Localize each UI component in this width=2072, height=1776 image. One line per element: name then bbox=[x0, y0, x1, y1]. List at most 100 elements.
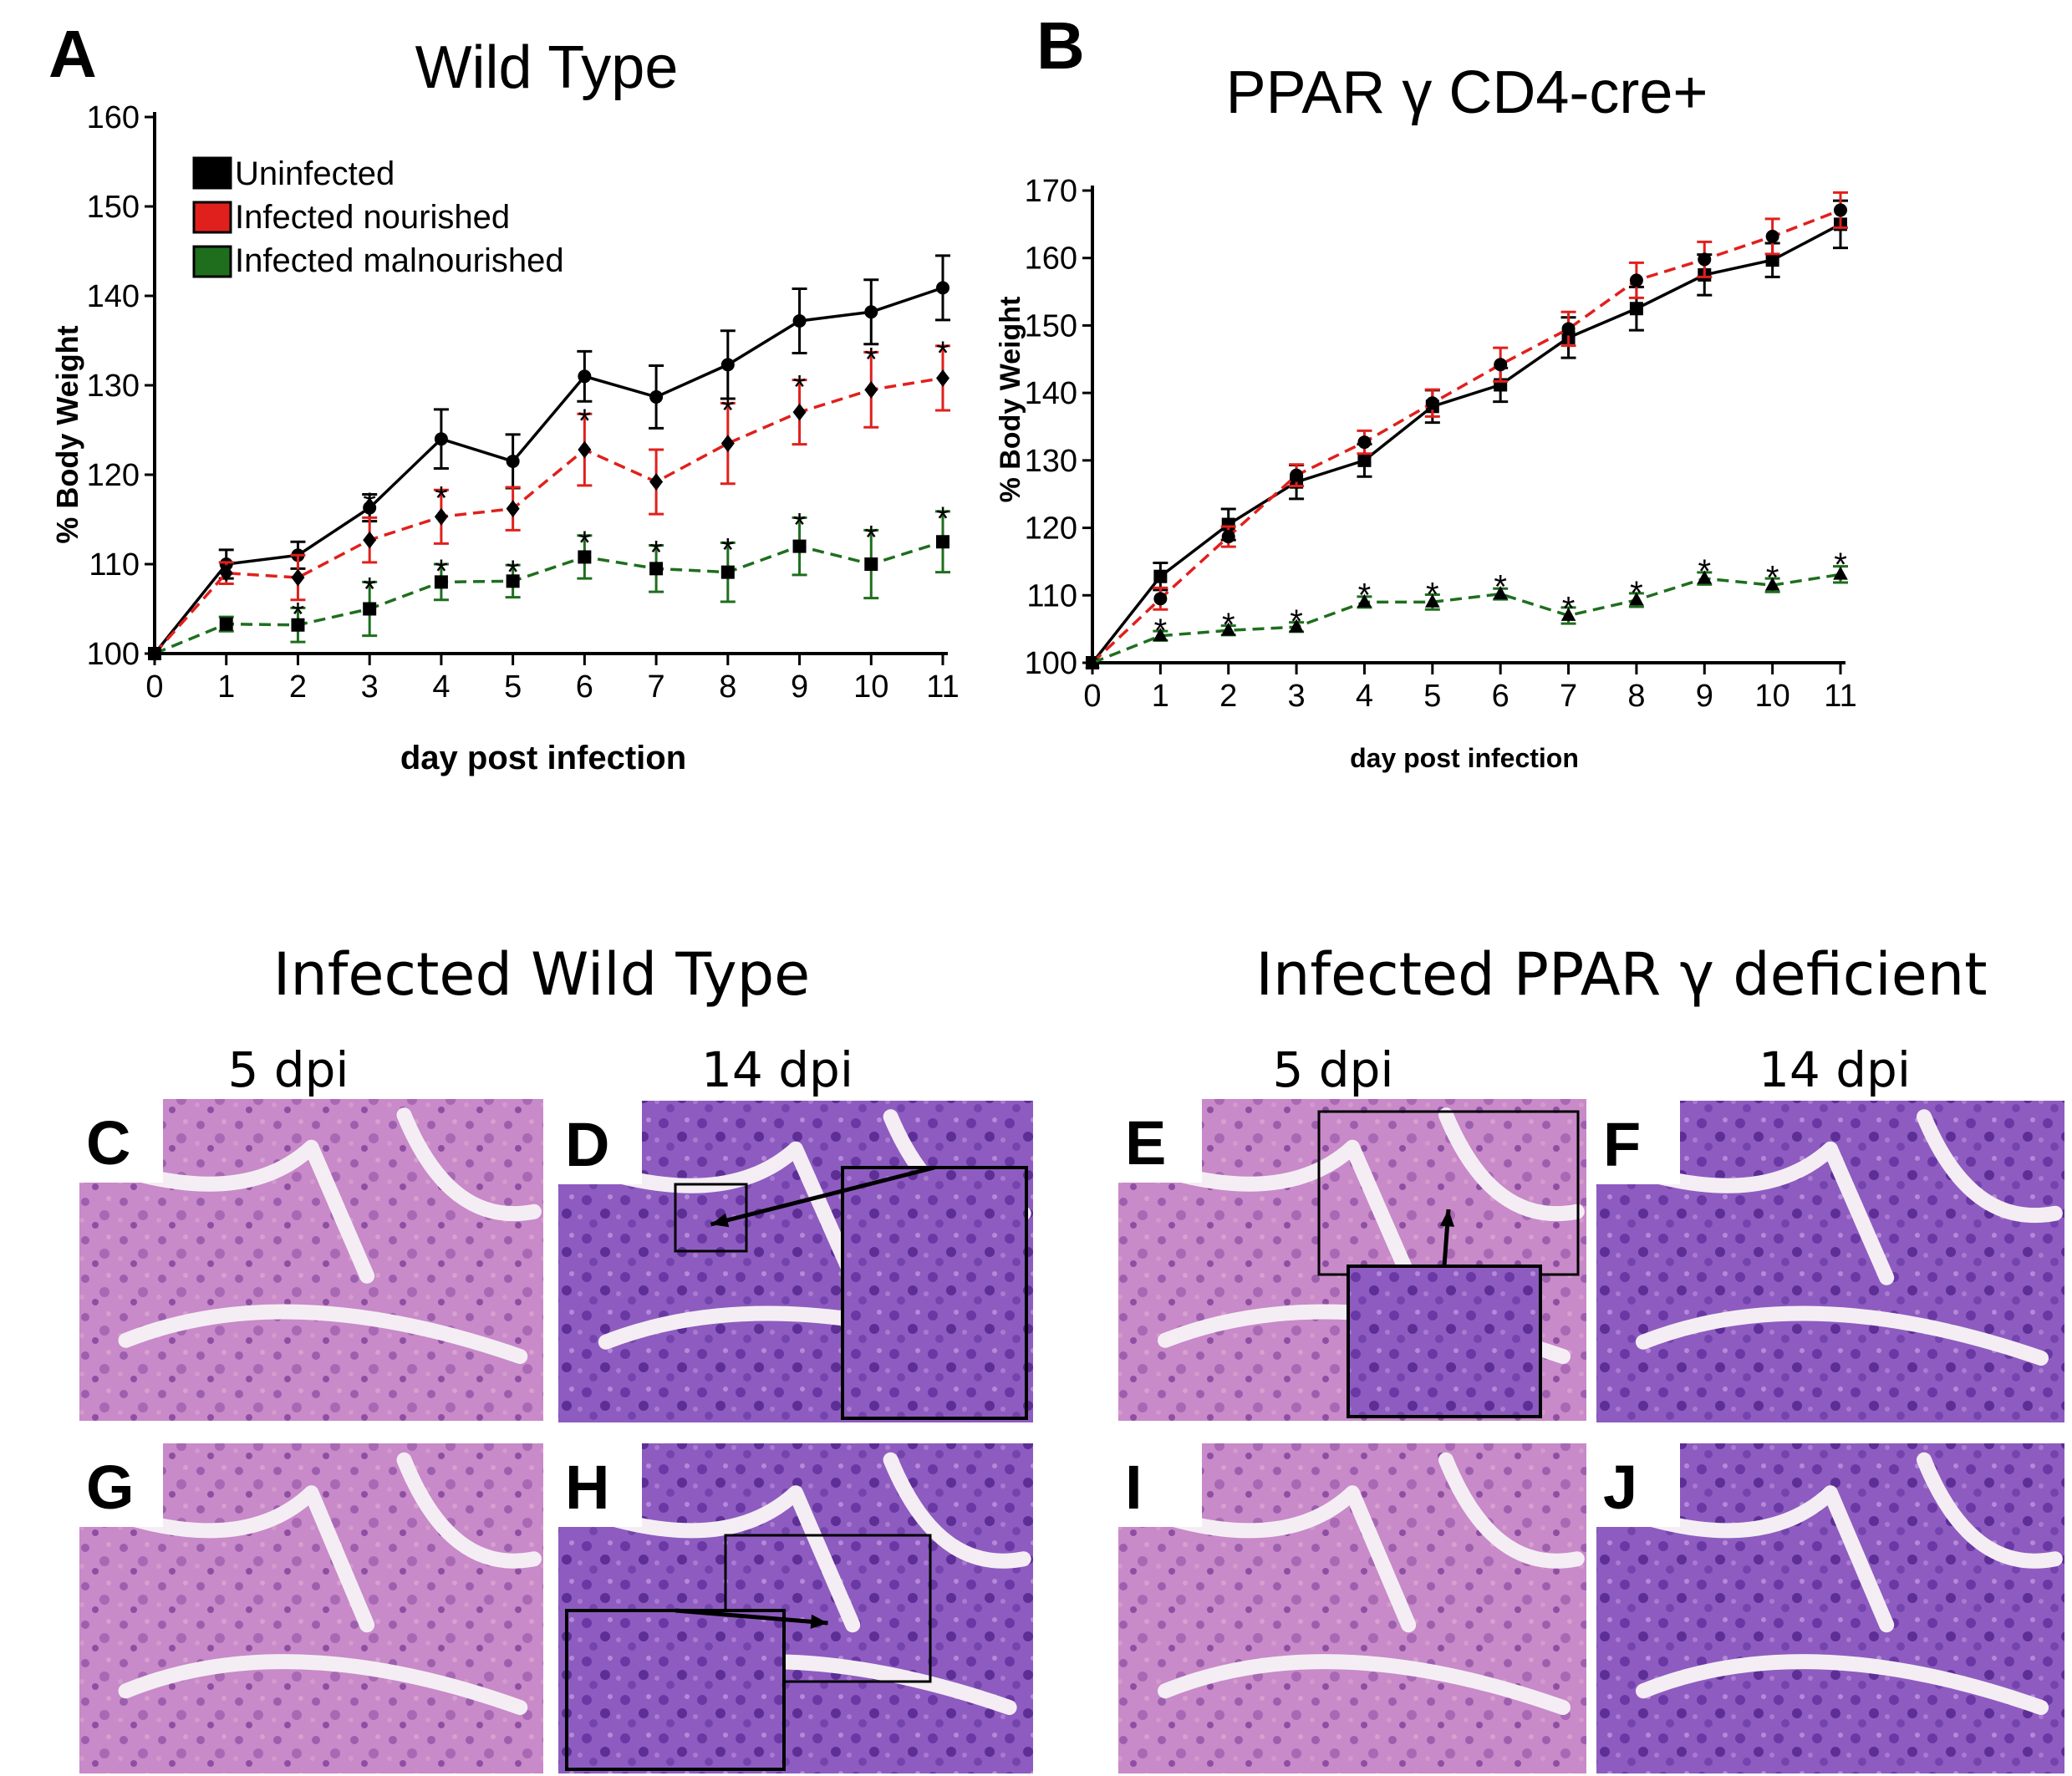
chart-a-title: Wild Type bbox=[415, 34, 679, 101]
data-point bbox=[649, 562, 664, 576]
x-tick-label: 5 bbox=[1423, 679, 1441, 714]
data-point bbox=[1698, 252, 1712, 267]
significance-asterisk: * bbox=[1698, 553, 1711, 590]
y-tick-label: 150 bbox=[87, 190, 140, 225]
x-tick-label: 7 bbox=[1560, 679, 1577, 714]
x-tick-label: 11 bbox=[926, 669, 959, 705]
significance-asterisk: * bbox=[1222, 607, 1235, 644]
significance-asterisk: * bbox=[363, 571, 376, 608]
data-point bbox=[1764, 577, 1780, 591]
x-tick-label: 9 bbox=[791, 669, 808, 705]
data-point bbox=[1221, 530, 1235, 544]
series-1 bbox=[1086, 191, 1848, 669]
histology-panel-d: D bbox=[558, 1101, 1033, 1422]
significance-asterisk: * bbox=[578, 525, 592, 562]
data-point bbox=[1493, 586, 1508, 600]
x-tick-label: 4 bbox=[1356, 679, 1373, 714]
x-tick-label: 6 bbox=[576, 669, 593, 705]
y-tick-label: 160 bbox=[1025, 242, 1077, 277]
y-tick-label: 110 bbox=[1026, 578, 1077, 613]
data-point bbox=[148, 647, 161, 660]
x-tick-label: 3 bbox=[1288, 679, 1306, 714]
data-point bbox=[1834, 203, 1847, 217]
x-tick-label: 6 bbox=[1492, 679, 1509, 714]
data-point bbox=[291, 618, 305, 632]
magnified-inset bbox=[1347, 1265, 1542, 1418]
arrow-head bbox=[810, 1614, 828, 1629]
data-point bbox=[578, 550, 592, 564]
x-tick-label: 8 bbox=[1627, 679, 1645, 714]
significance-asterisk: * bbox=[435, 480, 448, 517]
histology-panel-j: J bbox=[1596, 1443, 2064, 1773]
data-point bbox=[720, 358, 735, 372]
data-point bbox=[1153, 628, 1168, 642]
data-point bbox=[1289, 618, 1304, 633]
significance-asterisk: * bbox=[936, 501, 949, 537]
significance-asterisk: * bbox=[1154, 613, 1168, 649]
data-point bbox=[864, 380, 878, 399]
data-point bbox=[1085, 654, 1100, 669]
y-tick-label: 100 bbox=[87, 637, 140, 672]
lumen bbox=[1612, 1452, 2063, 1715]
y-tick-label: 100 bbox=[1025, 646, 1077, 681]
y-tick-label: 150 bbox=[1025, 308, 1077, 343]
letter-tag-bg bbox=[79, 1443, 163, 1527]
data-point bbox=[936, 369, 949, 387]
significance-asterisk: * bbox=[435, 553, 448, 590]
data-point bbox=[792, 539, 807, 553]
chart-a-ylabel: % Body Weight bbox=[50, 325, 84, 543]
significance-asterisk: * bbox=[578, 403, 592, 440]
data-point bbox=[936, 281, 949, 295]
y-tick-label: 140 bbox=[87, 279, 140, 314]
data-point bbox=[506, 454, 520, 468]
data-point bbox=[936, 535, 949, 549]
data-point bbox=[1220, 622, 1236, 636]
data-point bbox=[649, 389, 664, 404]
legend-label-uninfected: Uninfected bbox=[235, 155, 395, 192]
lumen bbox=[94, 1107, 542, 1364]
significance-asterisk: * bbox=[793, 506, 807, 543]
histology-heading-wild-type: Infected Wild Type bbox=[273, 940, 810, 1009]
y-tick-label: 130 bbox=[1025, 444, 1077, 479]
region-box bbox=[674, 1183, 748, 1253]
series-2 bbox=[1085, 565, 1848, 669]
chart-a-plot: 100 110 120 130 140 150 160 0 1 2 3 4 5 6 7 8 9 10 11 * * * * *… bbox=[87, 100, 960, 705]
series-2 bbox=[148, 510, 950, 660]
histology-sublabel-e: 5 dpi bbox=[1272, 1041, 1393, 1098]
significance-asterisk: * bbox=[721, 392, 735, 429]
lumen bbox=[94, 1452, 542, 1715]
arrow-head bbox=[710, 1213, 730, 1228]
y-tick-label: 120 bbox=[1025, 511, 1077, 547]
magnified-inset bbox=[841, 1166, 1028, 1420]
pointer-arrow bbox=[675, 1608, 828, 1626]
series-line bbox=[1091, 208, 1841, 664]
data-point bbox=[434, 432, 448, 446]
significance-asterisk: * bbox=[649, 535, 663, 572]
letter-tag-bg bbox=[1118, 1443, 1202, 1527]
data-point bbox=[1494, 358, 1508, 372]
histology-panel-c: C bbox=[79, 1099, 543, 1421]
histology-letter-d: D bbox=[565, 1110, 609, 1179]
significance-asterisk: * bbox=[721, 532, 735, 568]
significance-asterisk: * bbox=[1494, 569, 1507, 606]
letter-tag-bg bbox=[1596, 1101, 1680, 1184]
series-0 bbox=[1086, 199, 1848, 669]
chart-b-ylabel: % Body Weight bbox=[995, 297, 1026, 503]
histology-panel-g: G bbox=[79, 1443, 543, 1773]
data-point bbox=[578, 440, 592, 459]
data-point bbox=[720, 435, 735, 452]
data-point bbox=[1629, 302, 1643, 316]
histology-panel-e: E bbox=[1118, 1099, 1586, 1421]
significance-asterisk: * bbox=[363, 486, 376, 523]
legend-label-malnourished: Infected malnourished bbox=[235, 242, 564, 279]
significance-asterisk: * bbox=[864, 341, 878, 378]
magnified-inset bbox=[565, 1609, 786, 1771]
data-point bbox=[1221, 517, 1235, 532]
letter-tag-bg bbox=[79, 1099, 163, 1183]
letter-tag-bg bbox=[1118, 1099, 1202, 1183]
significance-asterisk: * bbox=[1290, 603, 1303, 640]
significance-asterisk: * bbox=[507, 554, 520, 591]
x-tick-label: 10 bbox=[1754, 679, 1789, 714]
x-tick-label: 1 bbox=[217, 669, 235, 705]
